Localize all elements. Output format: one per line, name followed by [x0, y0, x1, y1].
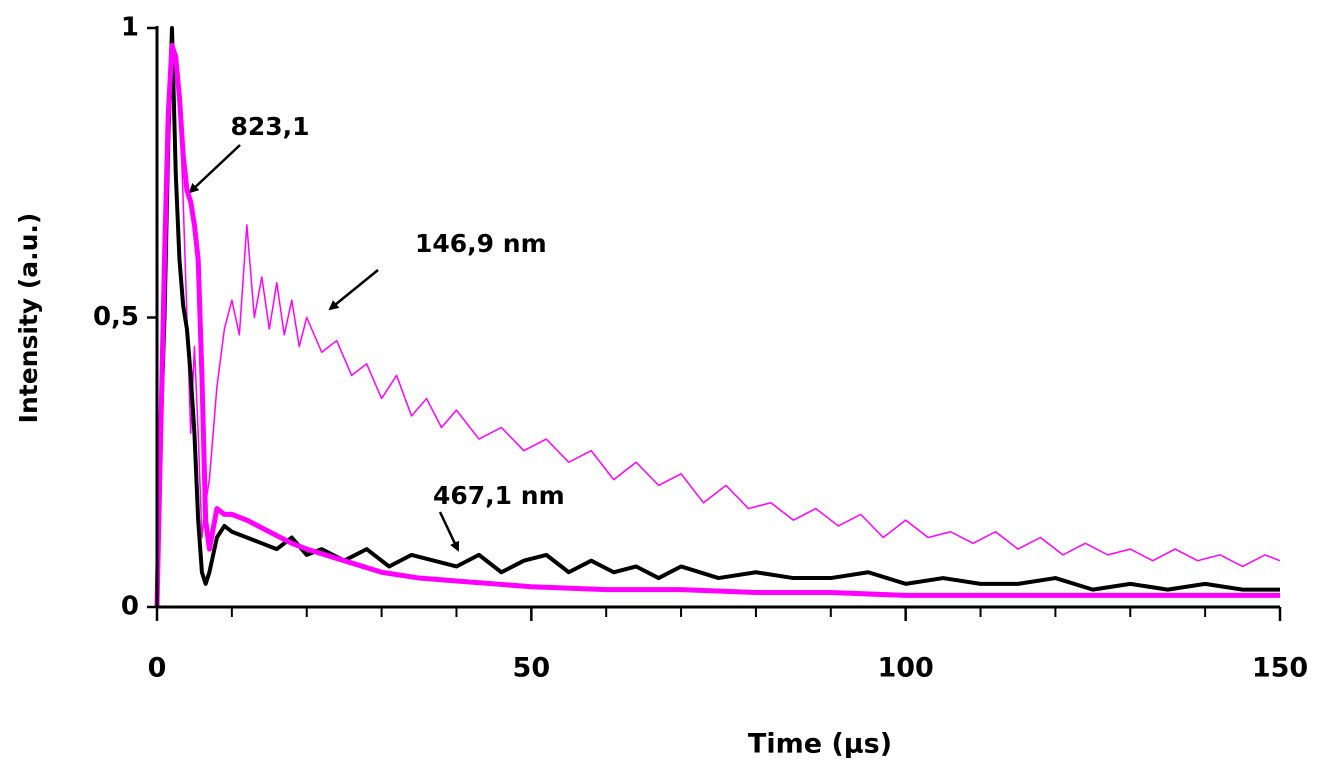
annotation-arrow [188, 144, 241, 194]
y-tick-label: 0 [121, 592, 139, 622]
data-line [156, 44, 1281, 608]
annotation-arrow [328, 269, 379, 311]
x-tick-label: 0 [148, 653, 167, 684]
series-annotation: 467,1 nm [433, 481, 565, 510]
series-annotation: 823,1 [230, 112, 309, 141]
x-tick-label: 50 [513, 653, 551, 684]
y-tick-label: 0,5 [93, 302, 139, 332]
annotation-arrow [438, 511, 460, 552]
data-line [154, 42, 1280, 608]
data-line [155, 26, 1280, 608]
y-tick-label: 1 [121, 13, 139, 43]
x-tick-label: 150 [1252, 653, 1308, 684]
x-axis-title: Time (µs) [748, 729, 892, 760]
y-axis-title: Intensity (a.u.) [14, 213, 43, 424]
x-tick-label: 100 [877, 653, 933, 684]
series-annotation: 146,9 nm [415, 229, 547, 258]
